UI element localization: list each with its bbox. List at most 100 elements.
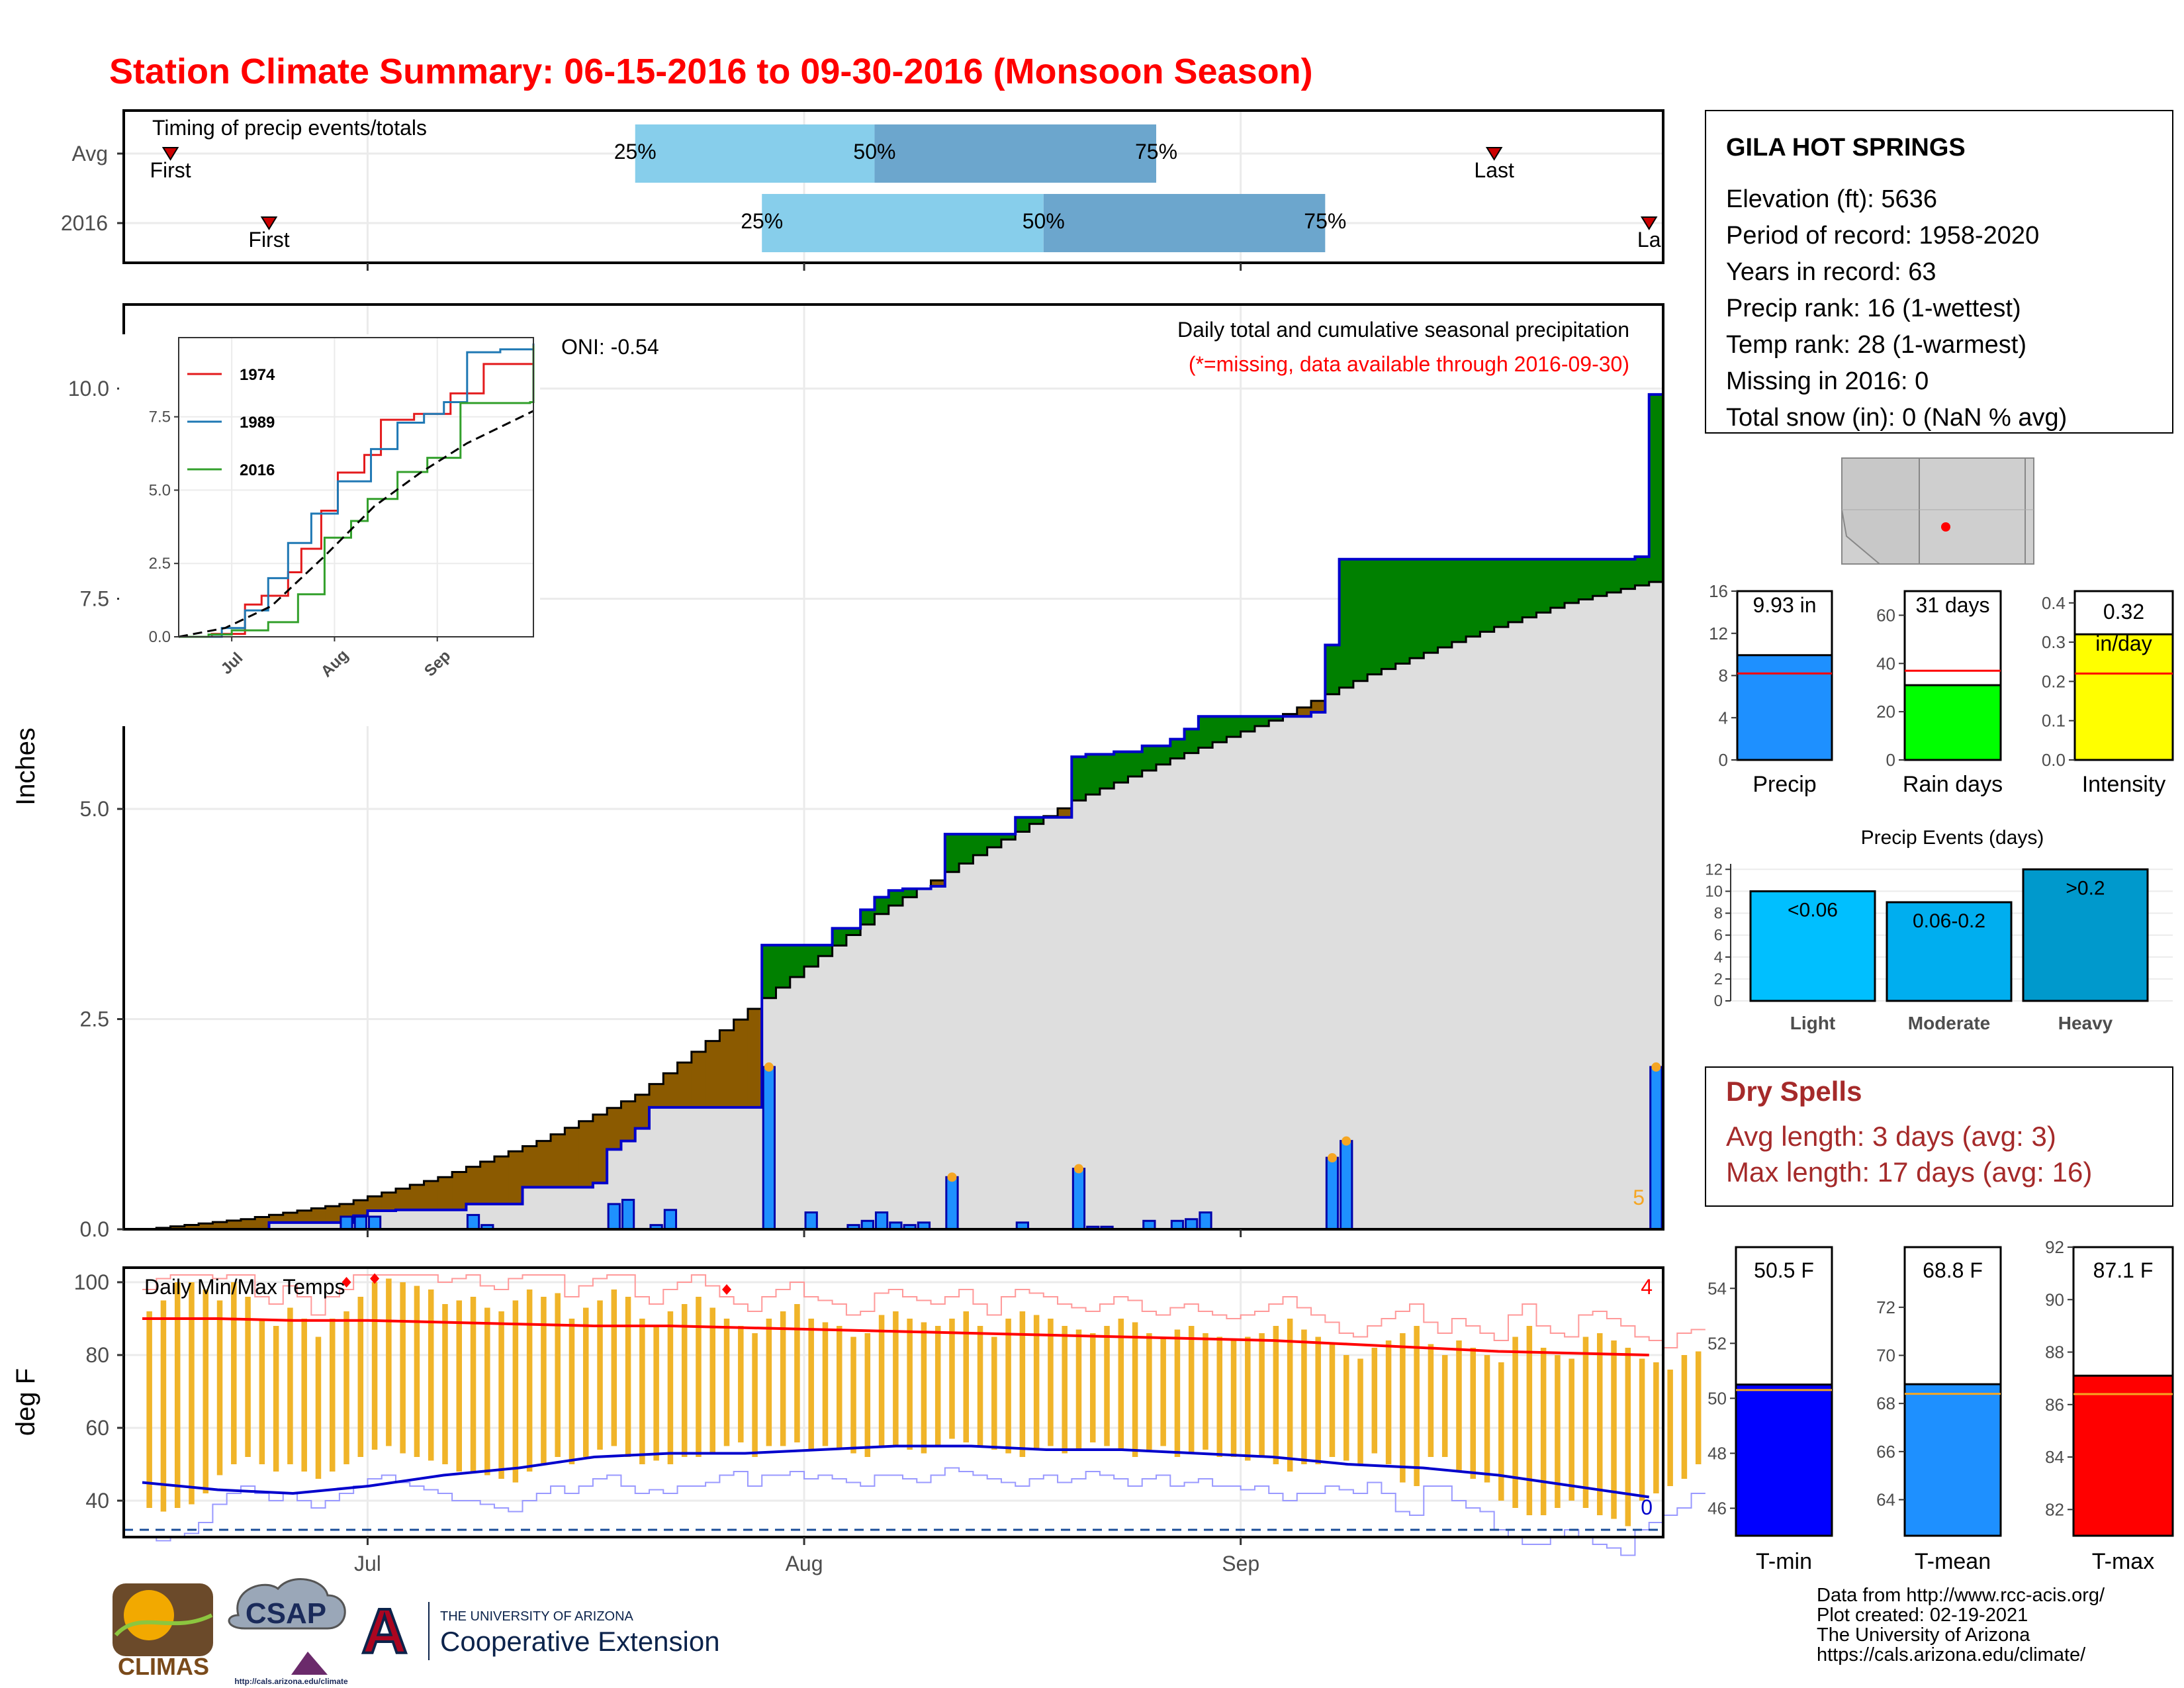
summary-y-tick-label: 4 bbox=[1719, 708, 1728, 727]
timing-bar-q2 bbox=[874, 124, 1156, 183]
event-category-label: Heavy bbox=[2058, 1013, 2113, 1033]
surplus-segment bbox=[1437, 559, 1453, 647]
deficit-segment bbox=[367, 1196, 383, 1211]
record-marker bbox=[1651, 1062, 1661, 1072]
daily-temp-bar bbox=[1441, 1355, 1448, 1457]
main-y-tick-label: 5.0 bbox=[80, 797, 109, 821]
daily-precip-bar bbox=[1071, 1168, 1086, 1231]
surplus-segment bbox=[903, 888, 917, 898]
daily-temp-bar bbox=[484, 1307, 490, 1476]
surplus-segment bbox=[973, 834, 988, 855]
avg-area-segment bbox=[1621, 588, 1635, 1229]
avg-area-segment bbox=[931, 886, 946, 1229]
daily-temp-bar bbox=[1259, 1333, 1265, 1457]
daily-temp-bar bbox=[1385, 1340, 1392, 1464]
avg-area-segment bbox=[1635, 585, 1650, 1229]
surplus-segment bbox=[1071, 757, 1087, 801]
daily-temp-bar bbox=[287, 1307, 293, 1464]
surplus-segment bbox=[1635, 557, 1650, 586]
avg-area-segment bbox=[790, 977, 805, 1229]
avg-area-segment bbox=[1451, 641, 1467, 1229]
daily-temp-bar bbox=[1357, 1358, 1363, 1464]
avg-area-segment bbox=[522, 1187, 537, 1229]
avg-area-segment bbox=[297, 1222, 312, 1229]
daily-temp-bar bbox=[1414, 1326, 1420, 1486]
surplus-segment bbox=[1198, 716, 1213, 748]
dry-spells-max: Max length: 17 days (avg: 16) bbox=[1726, 1156, 2092, 1188]
surplus-segment bbox=[1085, 754, 1101, 795]
surplus-segment bbox=[1621, 559, 1635, 589]
avg-area-segment bbox=[1269, 720, 1283, 1229]
deficit-segment bbox=[297, 1210, 312, 1223]
temp-summary-bars: 50.5 F 46 48 50 52 54 T-min 68.8 F 64 66 68 70 72 T-m… bbox=[1707, 1237, 2174, 1574]
daily-temp-bar bbox=[681, 1304, 688, 1457]
inset-legend-label: 1974 bbox=[240, 366, 275, 384]
surplus-segment bbox=[959, 834, 974, 864]
avg-area-segment bbox=[325, 1222, 340, 1229]
avg-area-segment bbox=[860, 924, 875, 1229]
daily-temp-bar bbox=[667, 1311, 674, 1464]
daily-temp-bar bbox=[1160, 1336, 1166, 1446]
deficit-segment bbox=[199, 1223, 213, 1229]
summary-bar bbox=[1736, 654, 1833, 761]
avg-area-segment bbox=[903, 897, 917, 1229]
avg-area-segment bbox=[1325, 694, 1340, 1229]
avg-area-segment bbox=[1565, 602, 1579, 1229]
record-marker bbox=[1073, 1164, 1083, 1174]
daily-temp-bar bbox=[1667, 1370, 1673, 1486]
avg-area-segment bbox=[452, 1209, 467, 1229]
avg-area-segment bbox=[1170, 758, 1185, 1229]
daily-temp-bar bbox=[1611, 1340, 1617, 1519]
timing-pct-label: 75% bbox=[1135, 140, 1177, 164]
timing-pct-label: 50% bbox=[853, 140, 895, 164]
daily-temp-bar bbox=[1089, 1333, 1096, 1442]
daily-temp-bar bbox=[836, 1326, 842, 1450]
last-event-marker bbox=[1640, 216, 1658, 230]
surplus-segment bbox=[1029, 817, 1044, 824]
daily-temp-bar bbox=[160, 1300, 167, 1512]
event-bar-label: 0.06-0.2 bbox=[1913, 910, 1985, 932]
daily-temp-bar bbox=[1075, 1329, 1082, 1450]
station-info-line: Temp rank: 28 (1-warmest) bbox=[1726, 331, 2026, 359]
avg-area-segment bbox=[1142, 770, 1157, 1229]
surplus-segment bbox=[1424, 559, 1439, 653]
temp-summary-category-label: T-min bbox=[1756, 1549, 1812, 1574]
daily-temp-bar bbox=[470, 1297, 477, 1472]
record-high-envelope bbox=[142, 1274, 1706, 1348]
dry-spells-avg: Avg length: 3 days (avg: 3) bbox=[1726, 1121, 2056, 1152]
avg-area-segment bbox=[1198, 747, 1213, 1229]
surplus-segment bbox=[888, 890, 903, 906]
avg-area-segment bbox=[705, 1107, 720, 1229]
daily-temp-bar bbox=[1203, 1333, 1208, 1450]
deficit-segment bbox=[255, 1217, 269, 1229]
avg-area-segment bbox=[1240, 731, 1255, 1229]
record-high-count: 4 bbox=[1641, 1275, 1653, 1299]
main-y-tick-label: 0.0 bbox=[80, 1217, 109, 1241]
avg-area-segment bbox=[1085, 794, 1101, 1229]
daily-temp-bar bbox=[301, 1319, 307, 1472]
footer: Data from http://www.rcc-acis.org/Plot c… bbox=[1817, 1585, 2105, 1665]
avg-area-segment bbox=[635, 1128, 650, 1229]
summary-y-tick-label: 0.3 bbox=[2042, 632, 2066, 652]
daily-temp-bar bbox=[766, 1319, 772, 1446]
avg-cumulative-line bbox=[142, 581, 1663, 1231]
daily-temp-bar bbox=[878, 1315, 885, 1446]
daily-temp-bar bbox=[1329, 1344, 1336, 1457]
deficit-segment bbox=[353, 1200, 368, 1216]
daily-temp-bar bbox=[203, 1289, 209, 1493]
daily-precip-bar bbox=[1649, 1066, 1663, 1231]
surplus-segment bbox=[846, 928, 861, 935]
record-high-marker bbox=[370, 1273, 380, 1284]
temp-summary-y-tick-label: 90 bbox=[2045, 1289, 2064, 1309]
record-high-marker bbox=[722, 1284, 732, 1295]
daily-precip-bar bbox=[607, 1203, 621, 1231]
daily-temp-bar bbox=[822, 1322, 829, 1446]
deficit-segment bbox=[410, 1184, 425, 1210]
deficit-segment bbox=[240, 1219, 255, 1229]
summary-y-tick-label: 60 bbox=[1876, 605, 1895, 625]
deficit-segment bbox=[522, 1146, 537, 1188]
temp-summary-bar bbox=[2072, 1374, 2174, 1537]
daily-temp-bar bbox=[1596, 1333, 1603, 1515]
station-info-line: Missing in 2016: 0 bbox=[1726, 367, 1929, 395]
